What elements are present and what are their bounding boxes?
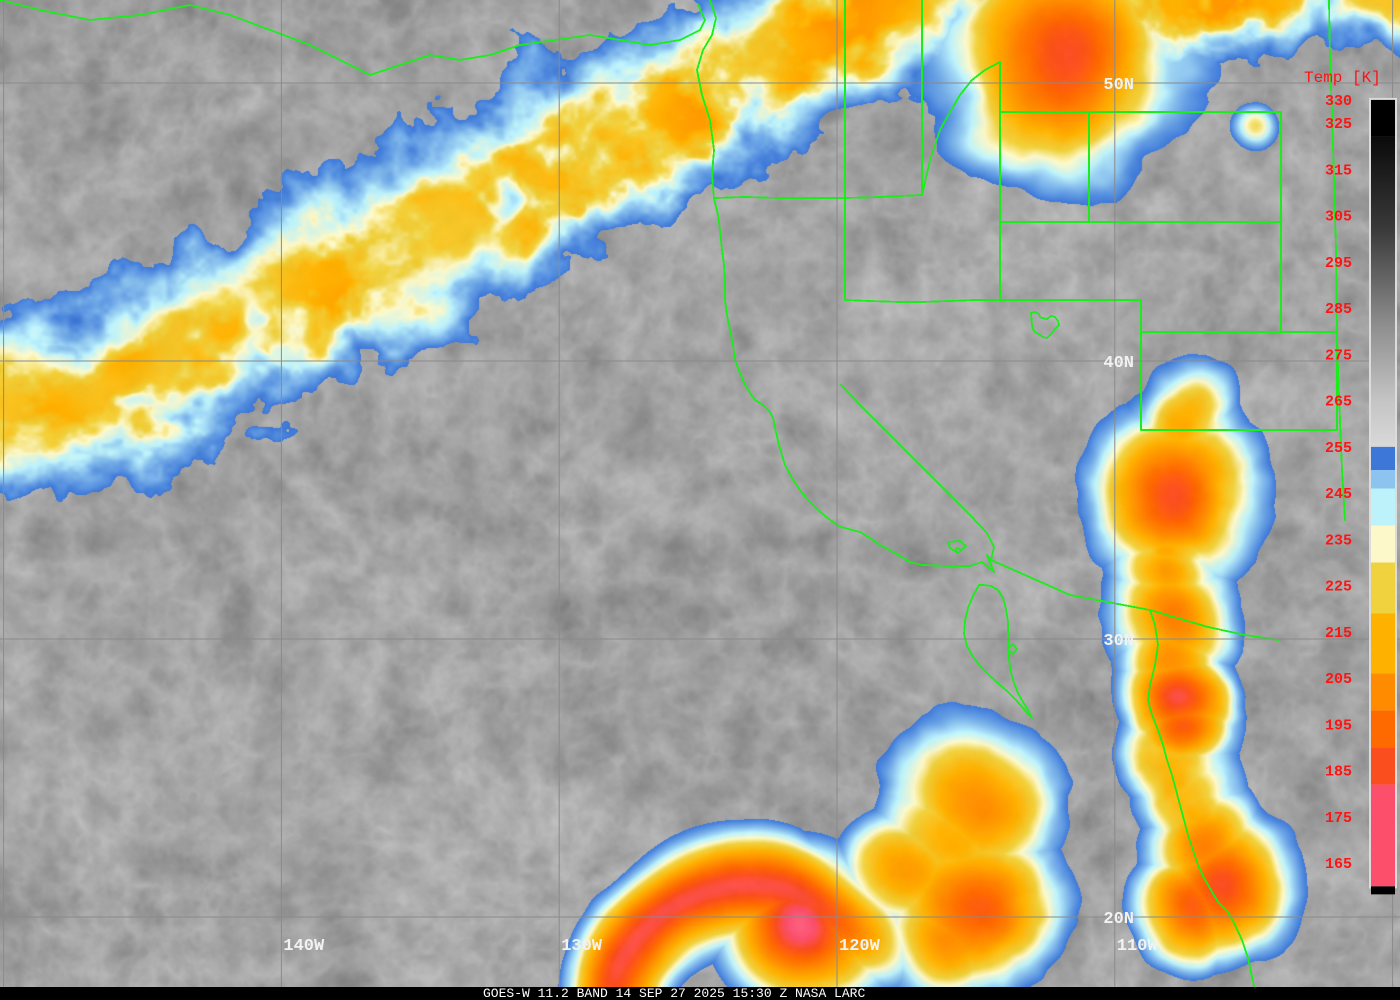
svg-text:120W: 120W [839, 937, 881, 956]
svg-text:295: 295 [1325, 255, 1352, 272]
svg-text:185: 185 [1325, 764, 1352, 781]
svg-text:175: 175 [1325, 810, 1352, 827]
svg-text:20N: 20N [1103, 910, 1134, 929]
svg-text:140W: 140W [283, 937, 325, 956]
svg-text:330: 330 [1325, 93, 1352, 110]
svg-text:255: 255 [1325, 440, 1352, 457]
svg-text:265: 265 [1325, 394, 1352, 411]
svg-text:275: 275 [1325, 347, 1352, 364]
svg-text:215: 215 [1325, 625, 1352, 642]
svg-text:110W: 110W [1117, 937, 1159, 956]
svg-text:130W: 130W [561, 937, 603, 956]
svg-text:30N: 30N [1103, 632, 1134, 651]
svg-text:40N: 40N [1103, 354, 1134, 373]
svg-text:245: 245 [1325, 486, 1352, 503]
svg-text:305: 305 [1325, 209, 1352, 226]
svg-text:Temp [K]: Temp [K] [1304, 69, 1381, 87]
svg-text:205: 205 [1325, 671, 1352, 688]
svg-text:165: 165 [1325, 856, 1352, 873]
svg-text:235: 235 [1325, 532, 1352, 549]
svg-text:50N: 50N [1103, 76, 1134, 95]
svg-text:225: 225 [1325, 579, 1352, 596]
svg-text:195: 195 [1325, 717, 1352, 734]
svg-text:325: 325 [1325, 116, 1352, 133]
svg-text:GOES-W 11.2 BAND 14 SEP 27: GOES-W 11.2 BAND 14 SEP 27 2025 15:30 Z … [483, 986, 865, 1000]
svg-text:285: 285 [1325, 301, 1352, 318]
svg-text:315: 315 [1325, 162, 1352, 179]
